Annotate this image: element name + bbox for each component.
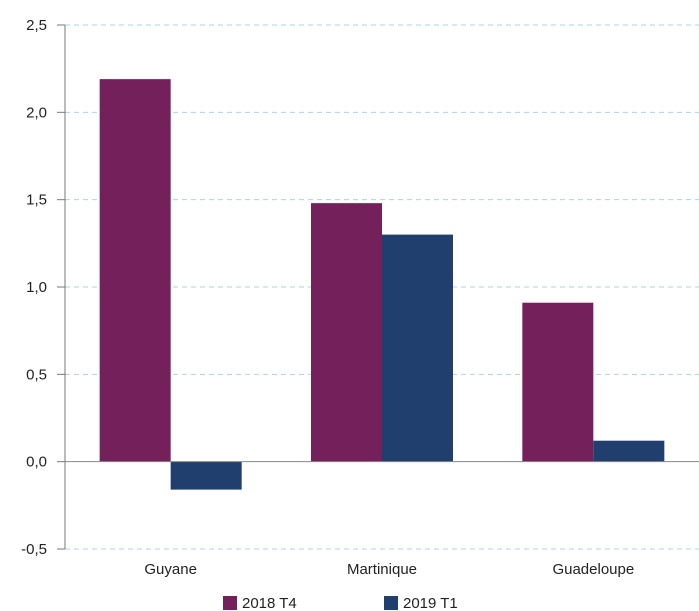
legend-label: 2019 T1	[403, 595, 458, 611]
y-tick-label: 2,5	[26, 17, 47, 34]
y-tick-label: 0,0	[26, 454, 47, 471]
x-tick-label: Guyane	[144, 561, 197, 578]
x-tick-label: Guadeloupe	[552, 561, 634, 578]
x-axis-ticks: Guyane Martinique Guadeloupe	[144, 561, 634, 578]
bar-2018-t4-martinique	[311, 203, 382, 462]
y-tick-label: 2,0	[26, 104, 47, 121]
bar-2019-t1-guyane	[170, 461, 242, 490]
y-tick-label: -0,5	[21, 541, 47, 558]
y-tick-label: 0,5	[26, 366, 47, 383]
x-tick-label: Martinique	[347, 561, 417, 578]
legend-label: 2018 T4	[242, 595, 297, 611]
bar-2018-t4-guadeloupe	[522, 302, 594, 462]
legend-swatch	[223, 596, 237, 610]
y-tick-label: 1,5	[26, 192, 47, 209]
y-axis-ticks: -0,5 0,0 0,5 1,0 1,5 2,0 2,5	[21, 17, 65, 558]
bars	[99, 79, 665, 490]
bar-2018-t4-guyane	[99, 79, 171, 462]
legend: 2018 T4 2019 T1	[223, 595, 458, 611]
bar-2019-t1-martinique	[382, 234, 453, 462]
y-tick-label: 1,0	[26, 279, 47, 296]
legend-swatch	[384, 596, 398, 610]
bar-2019-t1-guadeloupe	[593, 440, 665, 462]
